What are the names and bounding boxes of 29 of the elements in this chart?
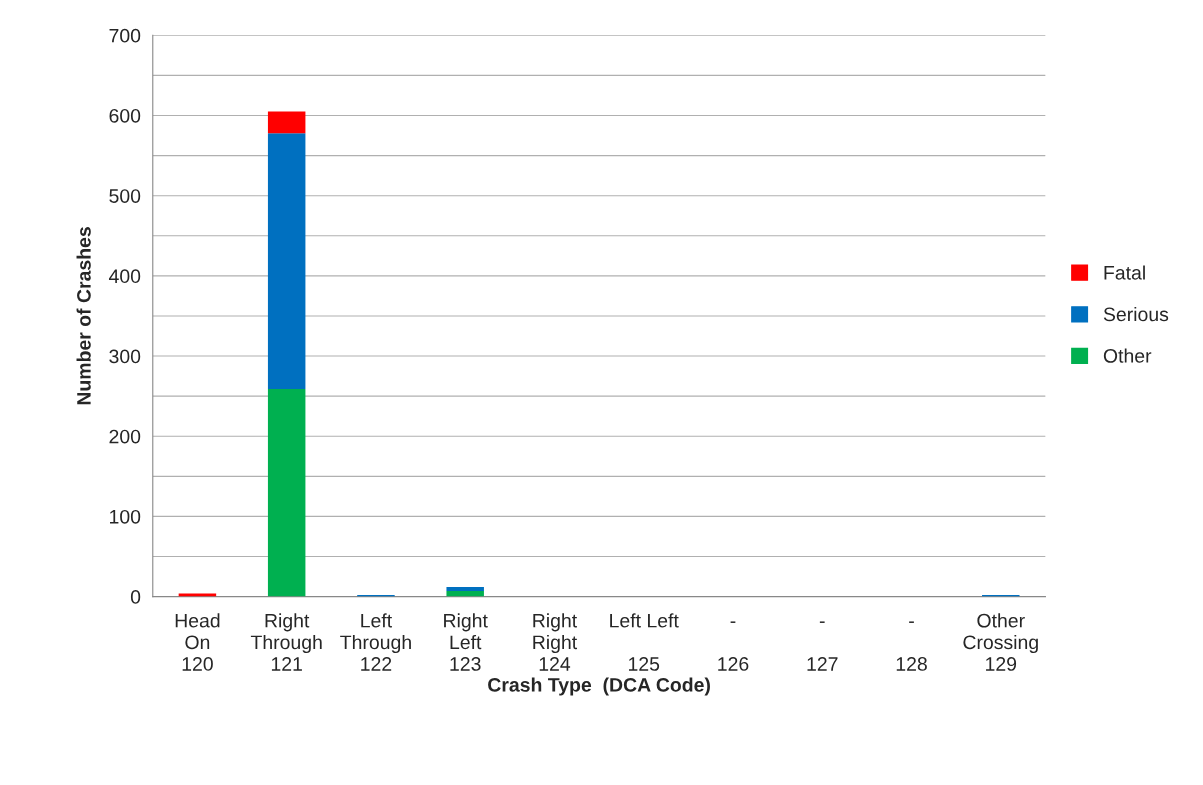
- y-tick-label: 200: [109, 429, 141, 444]
- x-tick-label: Head On 120: [175, 613, 220, 671]
- bar: [267, 133, 306, 389]
- bar: [446, 586, 484, 591]
- category-label: - 127: [807, 621, 838, 671]
- x-tick-label: Right Through 121: [250, 613, 322, 671]
- category-label: - 128: [896, 621, 927, 671]
- y-tick-label: 0: [130, 590, 141, 604]
- x-tick-label: Left Through 122: [340, 613, 411, 671]
- bar: [267, 388, 306, 597]
- category-label: - 126: [718, 621, 749, 671]
- category-label: Left Left 125: [610, 613, 679, 671]
- y-tick-label: 600: [109, 108, 141, 123]
- x-tick-label: Right Right 124: [533, 613, 578, 671]
- legend-label: Other: [1103, 348, 1152, 363]
- legend-label: Serious: [1103, 306, 1169, 322]
- x-tick-label: Right Left 123: [444, 613, 488, 671]
- bar: [446, 590, 484, 597]
- bar: [267, 111, 306, 134]
- x-axis-title: Crash Type (DCA Code): [488, 677, 710, 696]
- bar: [178, 593, 217, 597]
- y-tick-label: 100: [110, 509, 141, 524]
- x-tick-label: Other Crossing 129: [963, 613, 1038, 671]
- y-tick-label: 700: [109, 28, 141, 43]
- y-tick-label: 300: [109, 349, 141, 364]
- y-tick-label: 500: [109, 189, 141, 203]
- legend-label: Fatal: [1104, 265, 1145, 280]
- y-tick-label: 400: [108, 269, 141, 284]
- y-axis-title: Number of Crashes: [76, 227, 91, 405]
